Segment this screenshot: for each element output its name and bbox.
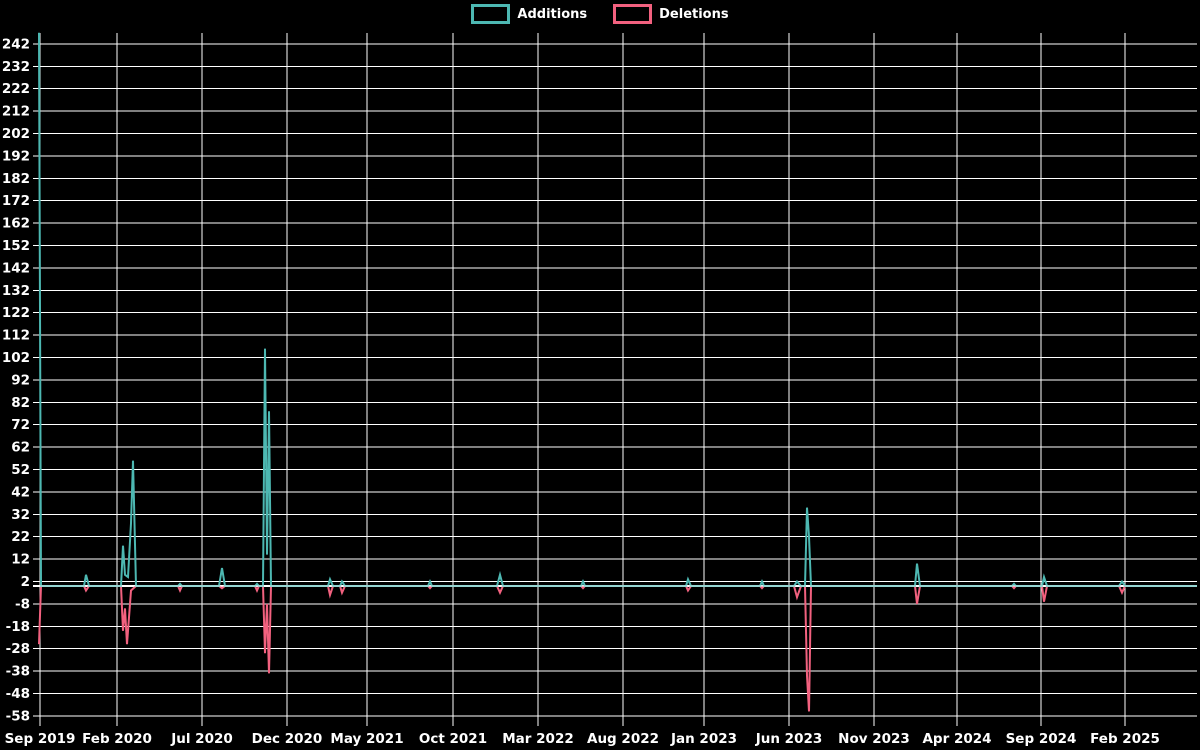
additions-swatch-icon [471,4,511,24]
x-tick-label: Feb 2020 [82,731,152,747]
y-tick-label: -48 [6,686,30,702]
x-tick-label: Sep 2024 [1006,731,1077,747]
y-tick-label: 82 [11,395,30,411]
y-tick-label: -38 [6,664,30,680]
legend-item-additions[interactable]: Additions [471,4,587,24]
y-tick-label: -18 [6,619,30,635]
y-tick-label: 202 [2,126,30,142]
y-tick-label: 192 [2,148,30,164]
y-tick-label: 12 [11,552,30,568]
y-tick-label: 92 [11,372,30,388]
x-tick-label: Jan 2023 [670,731,737,747]
y-tick-label: 112 [2,328,30,344]
x-tick-label: Apr 2024 [922,731,991,747]
x-tick-label: Nov 2023 [838,731,910,747]
y-tick-label: 62 [11,440,30,456]
x-tick-label: Mar 2022 [502,731,573,747]
y-tick-label: 222 [2,81,30,97]
x-tick-label: Jun 2023 [755,731,823,747]
grid-layer: 2422322222122021921821721621521421321221… [2,33,1197,747]
y-tick-label: 182 [2,171,30,187]
chart-legend: Additions Deletions [0,4,1200,24]
x-tick-label: Dec 2020 [252,731,323,747]
y-tick-label: 122 [2,305,30,321]
legend-item-deletions[interactable]: Deletions [613,4,729,24]
y-tick-label: 102 [2,350,30,366]
deletions-swatch-icon [613,4,653,24]
y-tick-label: 232 [2,59,30,75]
y-tick-label: 172 [2,193,30,209]
x-tick-label: Jul 2020 [170,731,233,747]
y-tick-label: -8 [15,596,30,612]
y-tick-label: -58 [6,708,30,724]
y-tick-label: 32 [11,507,30,523]
x-tick-label: Oct 2021 [419,731,487,747]
x-tick-label: Sep 2019 [5,731,76,747]
x-tick-label: May 2021 [330,731,403,747]
y-tick-label: 152 [2,238,30,254]
legend-label-additions: Additions [517,6,588,22]
x-tick-label: Feb 2025 [1090,731,1160,747]
y-tick-label: 242 [2,36,30,52]
y-tick-label: 142 [2,260,30,276]
y-tick-label: 212 [2,104,30,120]
additions-line [38,32,1197,587]
legend-label-deletions: Deletions [659,6,729,22]
y-tick-label: 162 [2,216,30,232]
x-tick-label: Aug 2022 [587,731,659,747]
y-tick-label: 42 [11,484,30,500]
y-tick-label: -28 [6,641,30,657]
y-tick-label: 52 [11,462,30,478]
y-tick-label: 2 [21,574,30,590]
y-tick-label: 132 [2,283,30,299]
y-tick-label: 72 [11,417,30,433]
y-tick-label: 22 [11,529,30,545]
